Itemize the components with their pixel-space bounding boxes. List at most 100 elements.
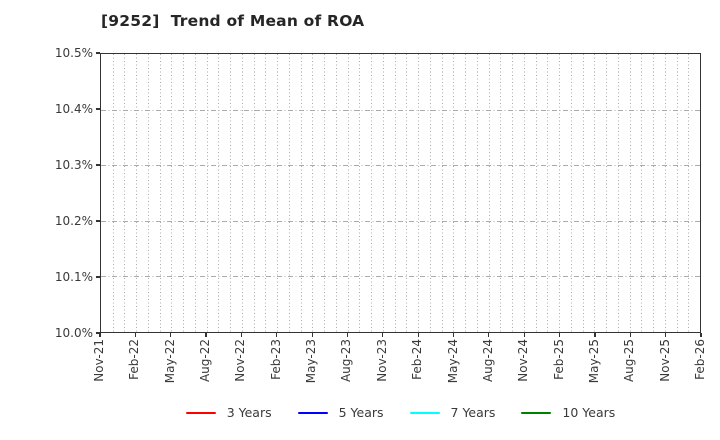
vertical-gridline bbox=[629, 54, 631, 332]
vertical-gridline bbox=[347, 54, 349, 332]
horizontal-gridline bbox=[101, 220, 700, 222]
x-tick-label: Aug-25 bbox=[622, 339, 637, 383]
vertical-gridline bbox=[606, 54, 608, 332]
vertical-gridline bbox=[476, 54, 478, 332]
vertical-gridline bbox=[277, 54, 279, 332]
vertical-gridline bbox=[394, 54, 396, 332]
x-tick-label: Feb-26 bbox=[693, 339, 707, 380]
x-tick-mark bbox=[205, 333, 207, 337]
vertical-gridline bbox=[523, 54, 525, 332]
x-tick-mark bbox=[594, 333, 596, 337]
vertical-gridline bbox=[171, 54, 173, 332]
x-tick-label: Feb-25 bbox=[551, 339, 566, 380]
x-tick-mark bbox=[134, 333, 136, 337]
x-tick-mark bbox=[311, 333, 313, 337]
legend-label: 10 Years bbox=[562, 405, 616, 420]
y-tick-mark bbox=[96, 220, 100, 222]
legend-line-swatch bbox=[409, 411, 440, 415]
x-tick-label: May-24 bbox=[445, 339, 460, 384]
x-tick-label: Nov-23 bbox=[374, 339, 389, 382]
x-tick-label: May-23 bbox=[304, 339, 319, 384]
vertical-gridline bbox=[653, 54, 655, 332]
vertical-gridline bbox=[488, 54, 490, 332]
y-tick-mark bbox=[96, 108, 100, 110]
vertical-gridline bbox=[218, 54, 220, 332]
legend-label: 5 Years bbox=[338, 405, 384, 420]
vertical-gridline bbox=[124, 54, 126, 332]
x-tick-label: May-22 bbox=[162, 339, 177, 384]
vertical-gridline bbox=[312, 54, 314, 332]
vertical-gridline bbox=[465, 54, 467, 332]
vertical-gridline bbox=[582, 54, 584, 332]
horizontal-gridline bbox=[101, 276, 700, 278]
x-tick-label: Nov-21 bbox=[92, 339, 106, 382]
x-tick-label: Nov-22 bbox=[233, 339, 248, 382]
y-tick-mark bbox=[96, 164, 100, 166]
vertical-gridline bbox=[617, 54, 619, 332]
vertical-gridline bbox=[371, 54, 373, 332]
y-tick-label: 10.1% bbox=[54, 270, 93, 284]
x-tick-label: Aug-22 bbox=[198, 339, 213, 383]
vertical-gridline bbox=[359, 54, 361, 332]
vertical-gridline bbox=[241, 54, 243, 332]
x-tick-mark bbox=[558, 333, 561, 337]
vertical-gridline bbox=[324, 54, 326, 332]
horizontal-gridline bbox=[101, 165, 700, 167]
legend-line-swatch bbox=[297, 411, 328, 415]
plot-area bbox=[100, 53, 701, 333]
x-tick-mark bbox=[629, 333, 631, 337]
legend: 3 Years 5 Years 7 Years 10 Years bbox=[100, 405, 701, 421]
chart-title: [9252] Trend of Mean of ROA bbox=[101, 12, 365, 30]
y-tick-mark bbox=[96, 52, 100, 54]
y-tick-label: 10.3% bbox=[54, 158, 93, 172]
vertical-gridline bbox=[206, 54, 208, 332]
x-tick-mark bbox=[488, 333, 490, 337]
vertical-gridline bbox=[688, 54, 690, 332]
vertical-gridline bbox=[559, 54, 561, 332]
x-tick-label: Aug-24 bbox=[480, 339, 495, 383]
x-tick-mark bbox=[240, 333, 242, 337]
x-tick-mark bbox=[170, 333, 172, 337]
vertical-gridline bbox=[441, 54, 443, 332]
vertical-gridline bbox=[500, 54, 502, 332]
y-tick-mark bbox=[96, 332, 100, 334]
x-tick-mark bbox=[665, 333, 667, 337]
legend-label: 7 Years bbox=[450, 405, 496, 420]
legend-line-swatch bbox=[521, 411, 552, 415]
vertical-gridline bbox=[112, 54, 114, 332]
x-tick-label: Feb-22 bbox=[127, 339, 142, 380]
legend-item: 7 Years bbox=[409, 405, 496, 421]
x-tick-mark bbox=[382, 333, 384, 337]
y-tick-label: 10.4% bbox=[54, 102, 93, 116]
vertical-gridline bbox=[676, 54, 678, 332]
vertical-gridline bbox=[429, 54, 431, 332]
vertical-gridline bbox=[136, 54, 138, 332]
legend-line-swatch bbox=[185, 411, 216, 415]
x-tick-mark bbox=[700, 333, 702, 337]
x-tick-mark bbox=[452, 333, 455, 337]
horizontal-gridline bbox=[101, 109, 700, 111]
vertical-gridline bbox=[570, 54, 572, 332]
x-tick-mark bbox=[523, 333, 525, 337]
legend-item: 10 Years bbox=[521, 405, 615, 421]
x-tick-mark bbox=[276, 333, 278, 337]
x-tick-label: May-25 bbox=[586, 339, 601, 384]
vertical-gridline bbox=[288, 54, 290, 332]
vertical-gridline bbox=[453, 54, 455, 332]
vertical-gridline bbox=[300, 54, 302, 332]
vertical-gridline bbox=[512, 54, 514, 332]
vertical-gridline bbox=[265, 54, 267, 332]
vertical-gridline bbox=[535, 54, 537, 332]
y-tick-label: 10.5% bbox=[54, 46, 93, 60]
vertical-gridline bbox=[664, 54, 666, 332]
legend-label: 3 Years bbox=[226, 405, 272, 420]
vertical-gridline bbox=[382, 54, 384, 332]
vertical-gridline bbox=[418, 54, 420, 332]
vertical-gridline bbox=[147, 54, 149, 332]
x-tick-label: Feb-23 bbox=[268, 339, 283, 380]
vertical-gridline bbox=[159, 54, 161, 332]
x-tick-label: Nov-24 bbox=[516, 339, 531, 382]
vertical-gridline bbox=[594, 54, 596, 332]
x-tick-label: Feb-24 bbox=[410, 339, 425, 380]
